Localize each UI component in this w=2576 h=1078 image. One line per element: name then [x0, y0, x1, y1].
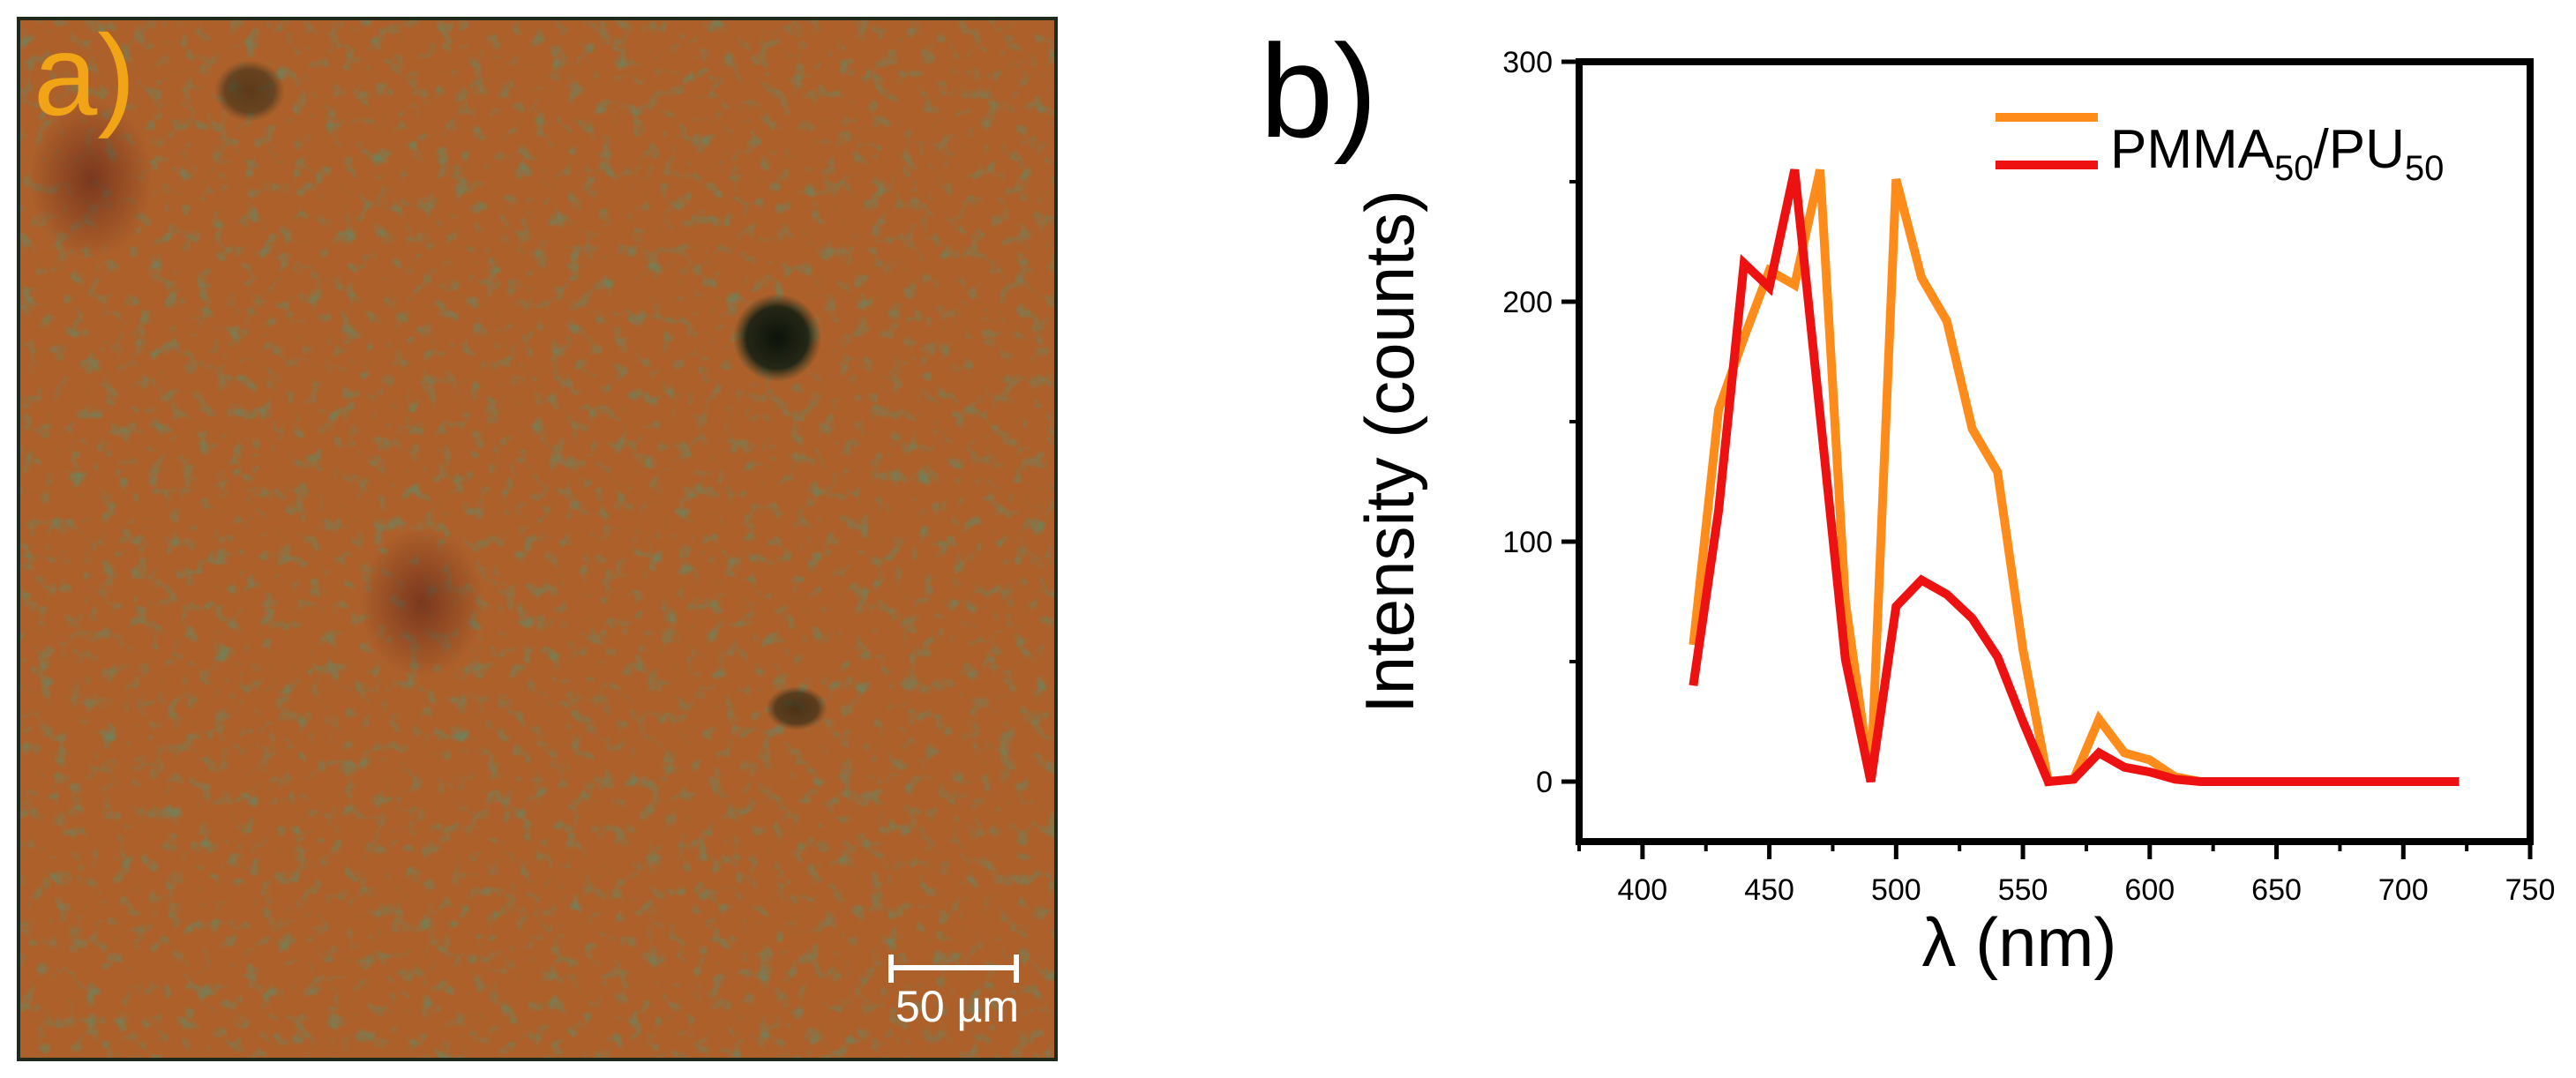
- y-tick-label: 100: [1502, 526, 1553, 559]
- x-tick-label: 550: [1998, 873, 2048, 907]
- x-tick-label: 750: [2505, 873, 2556, 907]
- legend-subscript: 50: [2274, 149, 2314, 188]
- legend-text-part: PMMA: [2110, 119, 2275, 180]
- y-tick-label: 200: [1502, 286, 1553, 319]
- legend-text-part: /PU: [2314, 119, 2405, 180]
- legend-subscript: 50: [2405, 149, 2445, 188]
- axes-layer: 400 450 500 550 600 650 700 750 0 100 200 300 λ (nm)…: [1351, 46, 2555, 981]
- micrograph-panel: [17, 17, 1058, 1061]
- y-axis-title: Intensity (counts): [1351, 190, 1428, 714]
- scale-bar: [888, 951, 1019, 986]
- panel-a-label: a): [34, 11, 136, 139]
- dark-void: [733, 294, 821, 382]
- y-tick-label: 0: [1536, 766, 1553, 799]
- dark-region: [360, 528, 483, 677]
- dark-region: [214, 60, 285, 122]
- scale-bar-label: 50 µm: [895, 982, 1019, 1031]
- x-tick-label: 650: [2251, 873, 2302, 907]
- legend-label: PMMA50/PU50: [2110, 119, 2444, 188]
- legend: PMMA50/PU50: [1996, 113, 2444, 188]
- plot-frame: [1576, 58, 2534, 845]
- series-line-red: [1689, 168, 2460, 787]
- x-tick-label: 600: [2124, 873, 2175, 907]
- dark-region: [29, 100, 153, 258]
- x-axis-title: λ (nm): [1922, 903, 2117, 981]
- x-tick-label: 400: [1617, 873, 1667, 907]
- x-tick-label: 450: [1744, 873, 1794, 907]
- micrograph-image: [20, 20, 1054, 1058]
- x-tick-label: 500: [1871, 873, 1921, 907]
- y-tick-label: 300: [1502, 46, 1553, 79]
- series-layer: [1689, 168, 2460, 787]
- scale-bar-tick-right: [1014, 954, 1019, 983]
- x-tick-label: 700: [2378, 873, 2429, 907]
- dark-region: [766, 686, 827, 730]
- scale-bar-tick-left: [888, 954, 894, 983]
- panel-b-label: b): [1260, 17, 1378, 165]
- scale-bar-line: [888, 965, 1019, 970]
